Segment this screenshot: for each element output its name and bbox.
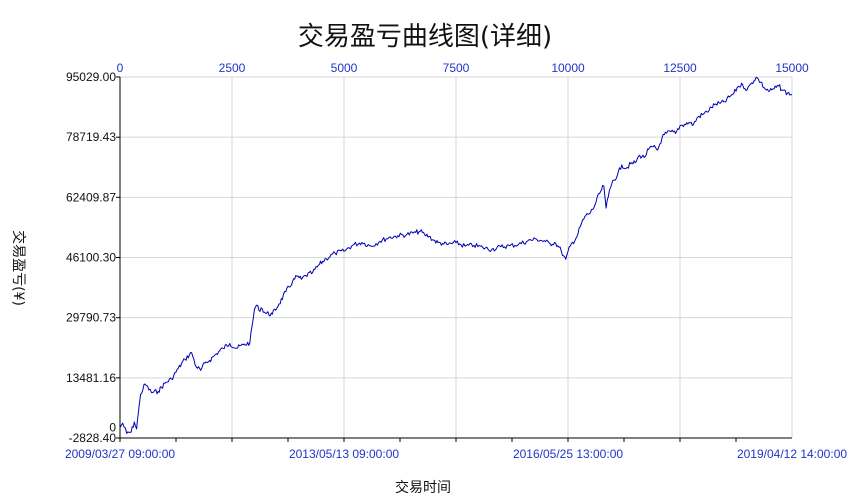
x-bottom-tick-label: 2019/04/12 14:00:00	[737, 447, 847, 461]
y-tick-label: 95029.00	[66, 70, 116, 84]
x-top-tick-label: 12500	[663, 61, 697, 75]
x-bottom-tick-label: 2009/03/27 09:00:00	[65, 447, 175, 461]
x-top-tick-label: 0	[117, 61, 124, 75]
x-axis-label: 交易时间	[395, 479, 451, 496]
chart-title: 交易盈亏曲线图(详细)	[298, 22, 552, 52]
y-axis-tick-labels: 95029.00 78719.43 62409.87 46100.30 29790.73…	[66, 70, 116, 445]
x-top-tick-label: 15000	[775, 61, 809, 75]
x-top-tick-label: 5000	[331, 61, 358, 75]
x-bottom-tick-label: 2016/05/25 13:00:00	[513, 447, 623, 461]
series-layer	[119, 76, 793, 434]
grid	[119, 76, 793, 439]
x-bottom-tick-label: 2013/05/13 09:00:00	[289, 447, 399, 461]
y-tick-label: 78719.43	[66, 130, 116, 144]
axes	[116, 76, 792, 442]
x-top-tick-label: 2500	[219, 61, 246, 75]
y-zero-label: 0	[109, 421, 116, 435]
x-top-tick-label: 10000	[551, 61, 585, 75]
y-axis-label: 交易盈亏(¥)	[10, 230, 27, 306]
y-tick-label: 62409.87	[66, 190, 116, 204]
x-axis-bottom-tick-labels: 2009/03/27 09:00:00 2013/05/13 09:00:00 20…	[65, 447, 847, 461]
series-line	[119, 76, 793, 434]
y-tick-label: 46100.30	[66, 251, 116, 265]
y-tick-label: -2828.40	[69, 431, 117, 445]
x-axis-top-tick-labels: 0 2500 5000 7500 10000 12500 15000	[117, 61, 809, 75]
x-top-tick-label: 7500	[443, 61, 470, 75]
y-tick-label: 13481.16	[66, 371, 116, 385]
y-tick-label: 29790.73	[66, 311, 116, 325]
